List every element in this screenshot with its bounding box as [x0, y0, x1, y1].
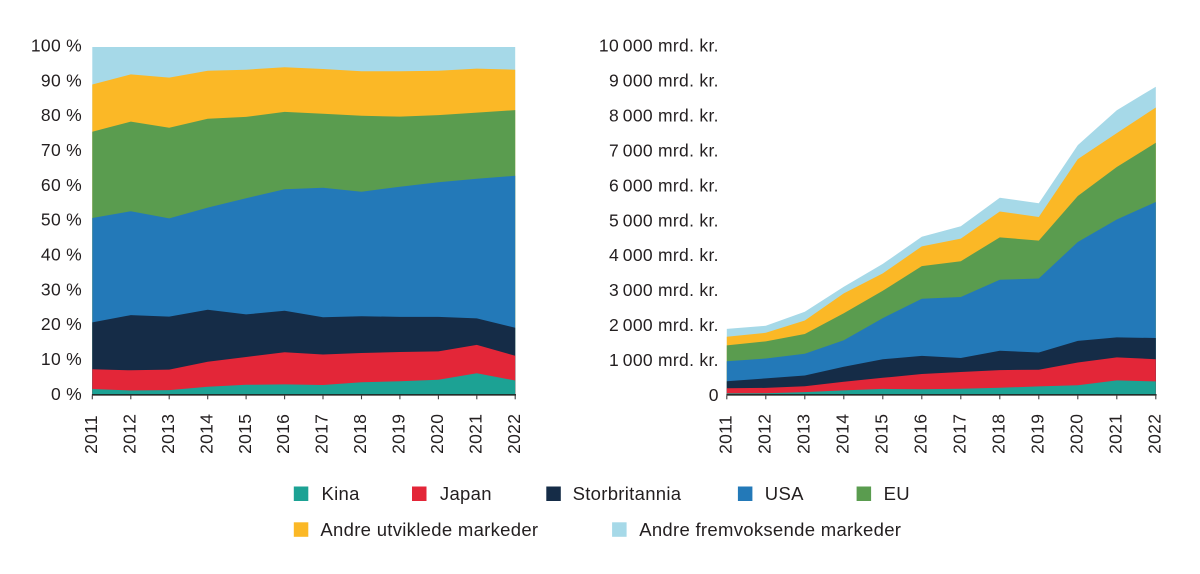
svg-text:4 000 mrd. kr.: 4 000 mrd. kr. [609, 245, 719, 265]
svg-text:7 000 mrd. kr.: 7 000 mrd. kr. [609, 140, 719, 160]
svg-text:2 000 mrd. kr.: 2 000 mrd. kr. [609, 315, 719, 335]
svg-text:5 000 mrd. kr.: 5 000 mrd. kr. [609, 210, 719, 230]
svg-text:2018: 2018 [989, 414, 1009, 454]
svg-text:3 000 mrd. kr.: 3 000 mrd. kr. [609, 280, 719, 300]
svg-text:90 %: 90 % [41, 70, 82, 90]
svg-text:Andre fremvoksende markeder: Andre fremvoksende markeder [639, 519, 901, 540]
svg-text:2013: 2013 [794, 414, 814, 454]
svg-text:Kina: Kina [322, 483, 361, 504]
svg-text:50 %: 50 % [41, 210, 82, 230]
svg-text:2012: 2012 [119, 414, 139, 454]
svg-text:10 %: 10 % [41, 349, 82, 369]
svg-text:2019: 2019 [1028, 414, 1048, 454]
svg-text:USA: USA [765, 483, 804, 504]
svg-text:30 %: 30 % [41, 279, 82, 299]
svg-text:9 000 mrd. kr.: 9 000 mrd. kr. [609, 71, 719, 91]
svg-text:2020: 2020 [427, 414, 447, 454]
svg-text:2014: 2014 [833, 414, 853, 454]
svg-text:2019: 2019 [389, 414, 409, 454]
svg-text:2011: 2011 [81, 415, 101, 454]
svg-text:2016: 2016 [273, 414, 293, 454]
svg-text:2021: 2021 [1106, 414, 1126, 454]
svg-text:2014: 2014 [196, 414, 216, 454]
svg-text:40 %: 40 % [41, 245, 82, 265]
svg-text:10 000 mrd. kr.: 10 000 mrd. kr. [599, 36, 719, 56]
svg-text:20 %: 20 % [41, 314, 82, 334]
svg-text:2022: 2022 [504, 414, 524, 454]
svg-text:2018: 2018 [350, 414, 370, 454]
svg-text:60 %: 60 % [41, 175, 82, 195]
svg-text:Japan: Japan [440, 483, 492, 504]
svg-text:2017: 2017 [950, 414, 970, 454]
svg-text:2015: 2015 [235, 414, 255, 454]
svg-text:2020: 2020 [1067, 414, 1087, 454]
svg-text:0: 0 [709, 385, 719, 405]
svg-text:2022: 2022 [1145, 414, 1165, 454]
svg-text:2017: 2017 [312, 414, 332, 454]
svg-text:2013: 2013 [158, 414, 178, 454]
svg-text:2016: 2016 [911, 414, 931, 454]
svg-text:80 %: 80 % [41, 105, 82, 125]
svg-text:100 %: 100 % [31, 36, 82, 56]
svg-text:1 000 mrd. kr.: 1 000 mrd. kr. [609, 350, 719, 370]
svg-text:Andre utviklede markeder: Andre utviklede markeder [320, 519, 538, 540]
svg-text:8 000 mrd. kr.: 8 000 mrd. kr. [609, 106, 719, 126]
svg-text:2012: 2012 [755, 414, 775, 454]
svg-text:2015: 2015 [872, 414, 892, 454]
svg-text:2011: 2011 [716, 415, 736, 454]
svg-text:70 %: 70 % [41, 140, 82, 160]
svg-text:EU: EU [884, 483, 910, 504]
svg-text:Storbritannia: Storbritannia [573, 483, 682, 504]
svg-text:6 000 mrd. kr.: 6 000 mrd. kr. [609, 175, 719, 195]
svg-text:0 %: 0 % [51, 384, 82, 404]
svg-text:2021: 2021 [466, 414, 486, 454]
